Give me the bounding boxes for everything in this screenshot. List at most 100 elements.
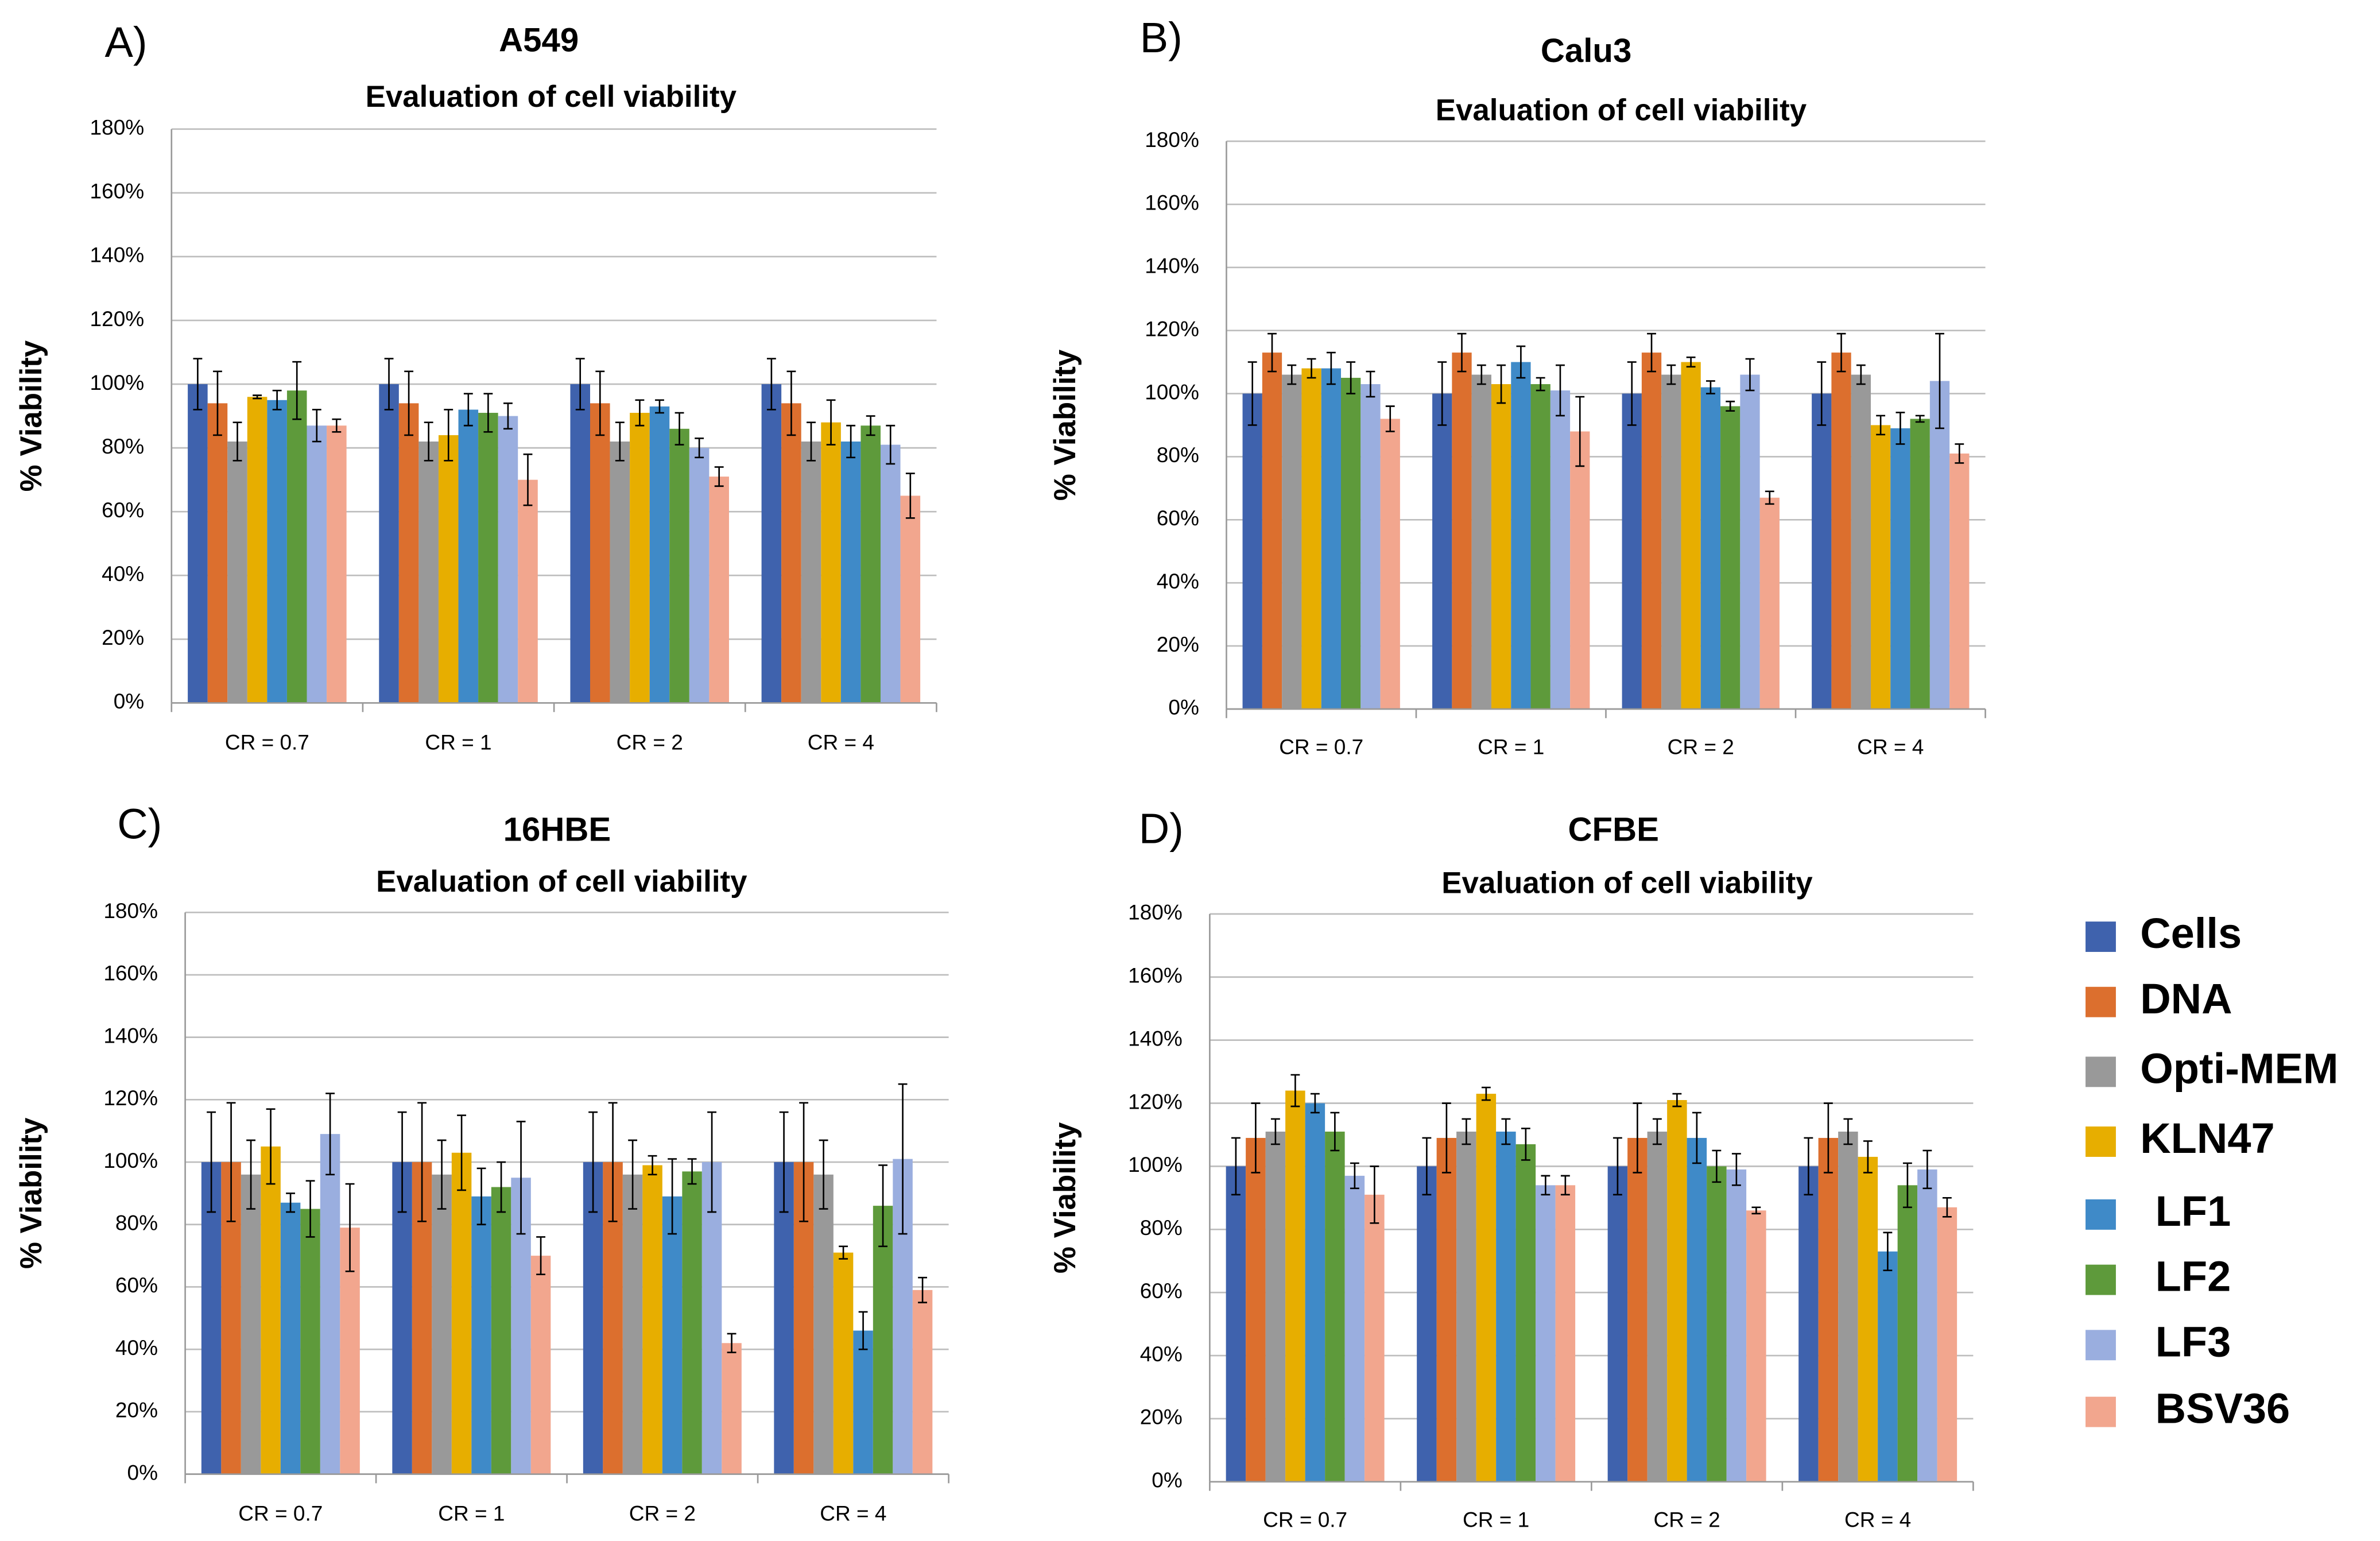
error-bar [1541,1175,1551,1196]
error-bar [766,358,776,411]
error-bar [707,1111,717,1213]
bar [280,1202,301,1474]
error-bar [1843,1118,1853,1145]
legend-swatch [2086,921,2116,952]
bar [1910,419,1930,709]
bar [1720,406,1741,709]
bar [1667,1100,1687,1482]
x-tick-label: CR = 1 [1478,734,1544,758]
error-bar [1247,361,1257,426]
error-bar [497,1161,506,1213]
error-bar [312,409,321,443]
y-tick-label: 160% [1128,963,1183,988]
bar [1647,1131,1668,1482]
error-bar [1267,332,1277,373]
error-bar [437,1139,447,1210]
y-tick-label: 140% [1128,1026,1183,1050]
bar [662,1196,683,1474]
error-bar [695,437,704,459]
bar [1305,1103,1325,1482]
bar [1897,1185,1918,1482]
y-tick-label: 140% [90,243,145,267]
bar [1456,1131,1476,1482]
error-bar [1575,396,1585,467]
chart-title: A549 [499,21,579,59]
error-bar [1883,1232,1893,1272]
legend-swatch [2086,1330,2116,1361]
error-bar [1896,412,1905,445]
y-tick-label: 60% [102,498,144,522]
y-tick-label: 140% [103,1023,158,1047]
bar [1262,353,1282,709]
error-bar [193,358,203,411]
error-bar [1560,1175,1570,1196]
y-tick-label: 40% [102,562,144,586]
error-bar [1556,364,1565,417]
error-bar [819,1139,828,1210]
error-bar [1350,1162,1359,1190]
error-bar [1501,1118,1511,1145]
error-bar [886,424,896,465]
legend-label: Opti-MEM [2140,1044,2338,1092]
bar [1365,1194,1385,1482]
bar [379,384,399,703]
x-tick-label: CR = 4 [1857,734,1924,758]
bar [327,425,347,703]
bar [1301,368,1321,709]
error-bar [1876,415,1886,436]
bar [1740,374,1760,709]
bar [1949,453,1970,709]
bar [286,390,307,703]
x-tick-label: CR = 4 [808,730,874,754]
error-bar [1231,1137,1241,1196]
y-tick-label: 120% [1145,316,1199,340]
error-bar [807,421,816,462]
error-bar [1856,364,1866,385]
error-bar [536,1236,546,1276]
error-bar [226,1102,236,1222]
y-tick-label: 140% [1145,254,1199,278]
bar [320,1134,340,1474]
bar [1491,384,1511,709]
bar [1536,1185,1556,1482]
legend-label: LF3 [2156,1318,2231,1365]
y-axis-label: % Viability [1048,349,1082,501]
error-bar [1476,364,1486,385]
bar [1707,1166,1727,1482]
error-bar [1942,1197,1952,1218]
y-tick-label: 180% [90,115,145,140]
bar [840,442,861,703]
bar [451,1152,472,1474]
y-tick-label: 20% [1157,632,1199,656]
bar [1511,362,1531,709]
bar [438,435,459,703]
error-bar [846,424,856,459]
bar [682,1171,702,1474]
bar [649,406,670,703]
error-bar [1457,332,1467,373]
error-bar [675,412,684,446]
y-tick-label: 80% [102,434,144,458]
legend-swatch [2086,1199,2116,1230]
y-tick-label: 80% [1140,1215,1183,1240]
error-bar [878,1164,888,1248]
x-tick-label: CR = 1 [425,730,491,754]
error-bar [1652,1118,1662,1145]
legend-swatch [2086,1396,2116,1427]
bar [1432,393,1452,709]
bar [1344,1175,1365,1482]
bar [1812,393,1832,709]
bar [1321,368,1342,709]
error-bar [668,1158,677,1235]
bar [1929,381,1950,709]
bar [761,384,782,703]
bar [774,1162,794,1474]
bar [1226,1166,1246,1482]
y-tick-label: 20% [1140,1405,1183,1429]
bar [1937,1207,1958,1482]
bar [873,1206,893,1474]
y-tick-label: 40% [115,1335,158,1360]
y-tick-label: 100% [1128,1152,1183,1176]
chart-subtitle: Evaluation of cell viability [1436,94,1807,127]
error-bar [1287,364,1297,385]
